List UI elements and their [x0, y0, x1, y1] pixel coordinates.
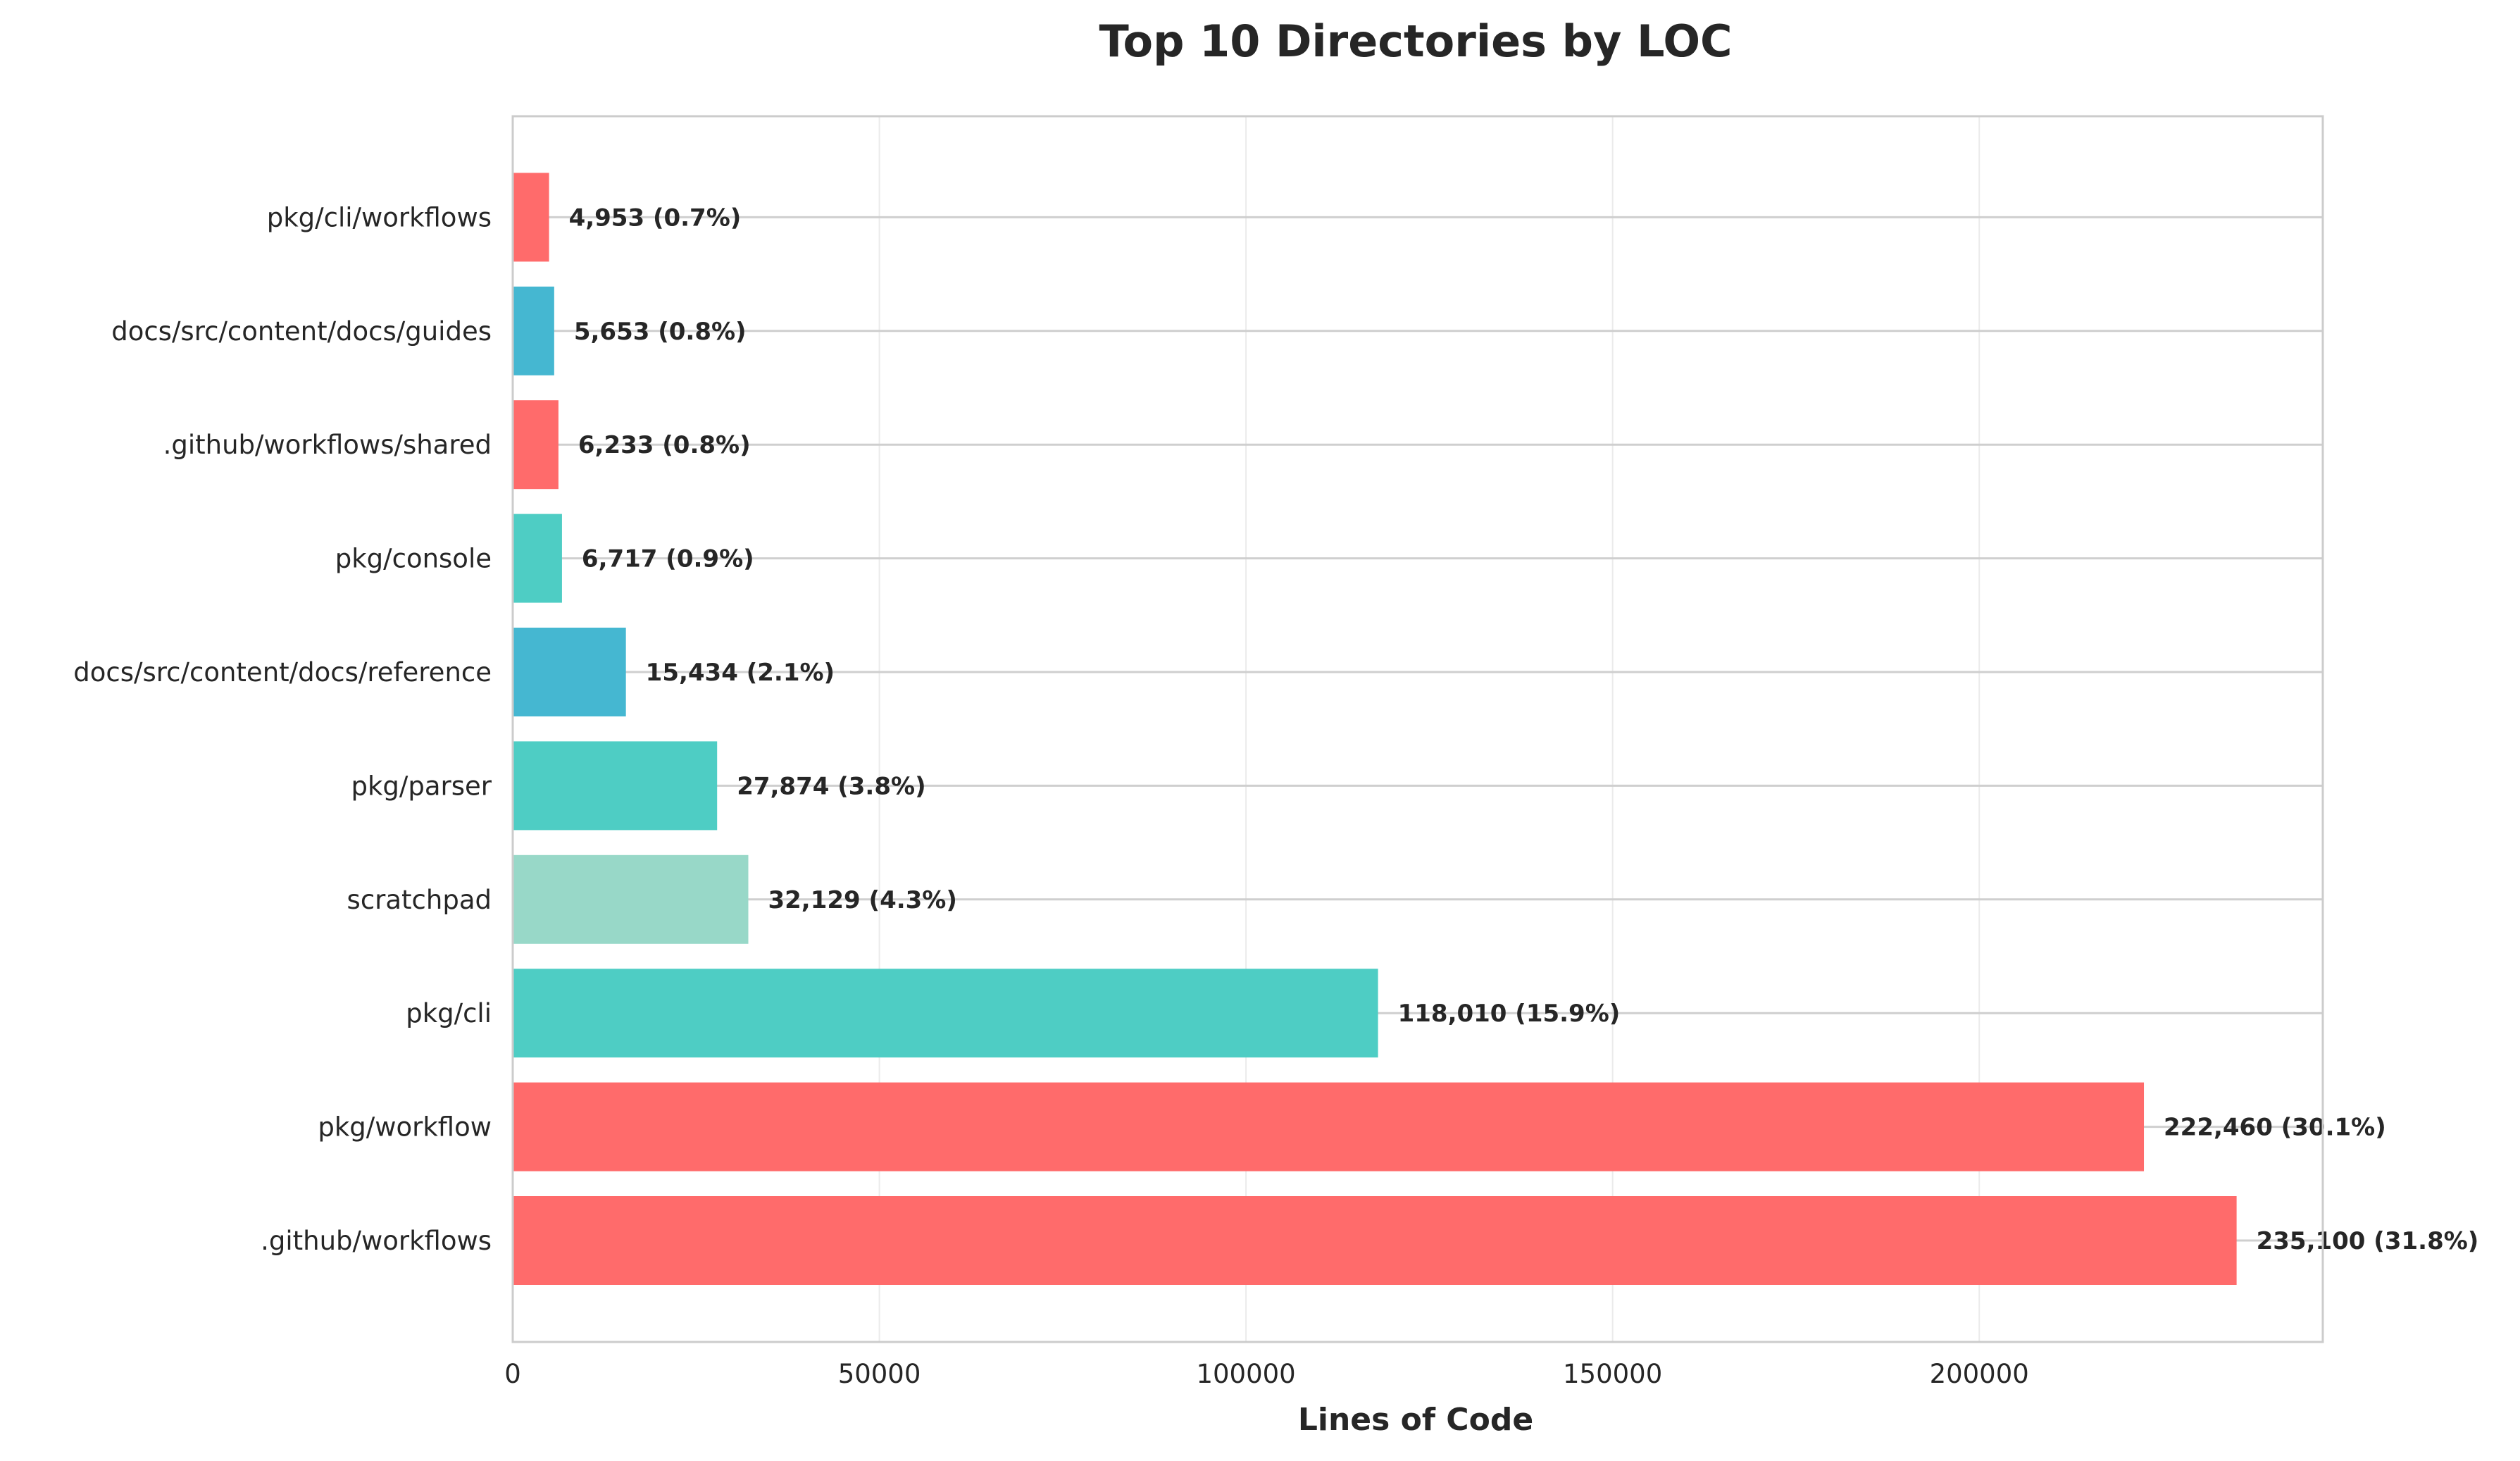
x-tick-label: 150000 [1563, 1359, 1662, 1389]
data-labels: 235,100 (31.8%) 222,460 (30.1%) 118,010 (1… [569, 204, 2479, 1255]
bar [513, 173, 549, 262]
data-label: 235,100 (31.8%) [2257, 1227, 2479, 1255]
data-label: 222,460 (30.1%) [2164, 1114, 2386, 1142]
horizontal-gridlines [513, 216, 2323, 1242]
data-label: 32,129 (4.3%) [768, 886, 956, 914]
data-label: 4,953 (0.7%) [569, 204, 742, 232]
bar [513, 286, 554, 375]
plot-area-frame [511, 115, 2324, 1343]
y-tick-label: scratchpad [347, 885, 492, 915]
x-axis-label: Lines of Code [1298, 1402, 1533, 1438]
bar [513, 628, 626, 716]
y-tick-label: pkg/console [335, 544, 492, 574]
data-label: 15,434 (2.1%) [646, 659, 835, 687]
x-tick-label: 200000 [1930, 1359, 2029, 1389]
bar [513, 969, 1378, 1058]
y-tick-label: docs/src/content/docs/guides [111, 316, 492, 347]
bar [513, 1082, 2145, 1171]
data-label: 27,874 (3.8%) [737, 772, 925, 800]
data-label: 6,717 (0.9%) [582, 545, 754, 573]
bar [513, 1196, 2237, 1285]
x-tick-label: 100000 [1196, 1359, 1295, 1389]
y-tick-label: pkg/workflow [318, 1112, 492, 1143]
chart-title: Top 10 Directories by LOC [1099, 15, 1732, 67]
y-tick-label: pkg/cli/workflows [267, 202, 492, 232]
x-axis-tick-labels: 0 50000 100000 150000 200000 [504, 1359, 2029, 1389]
y-axis-tick-labels: .github/workflows pkg/workflow pkg/cli scra… [73, 202, 492, 1256]
y-tick-label: .github/workflows [261, 1226, 492, 1256]
bars [513, 173, 2237, 1285]
y-tick-label: pkg/cli [406, 998, 492, 1028]
bar [513, 514, 562, 603]
y-tick-label: .github/workflows/shared [163, 430, 492, 460]
x-tick-label: 50000 [838, 1359, 921, 1389]
x-tick-label: 0 [504, 1359, 521, 1389]
y-tick-label: docs/src/content/docs/reference [73, 657, 492, 688]
y-tick-label: pkg/parser [351, 771, 492, 801]
data-label: 118,010 (15.9%) [1398, 1000, 1621, 1028]
data-label: 6,233 (0.8%) [578, 431, 751, 459]
bar [513, 854, 749, 944]
bar [513, 741, 718, 831]
bar [513, 400, 559, 490]
data-label: 5,653 (0.8%) [574, 318, 747, 346]
